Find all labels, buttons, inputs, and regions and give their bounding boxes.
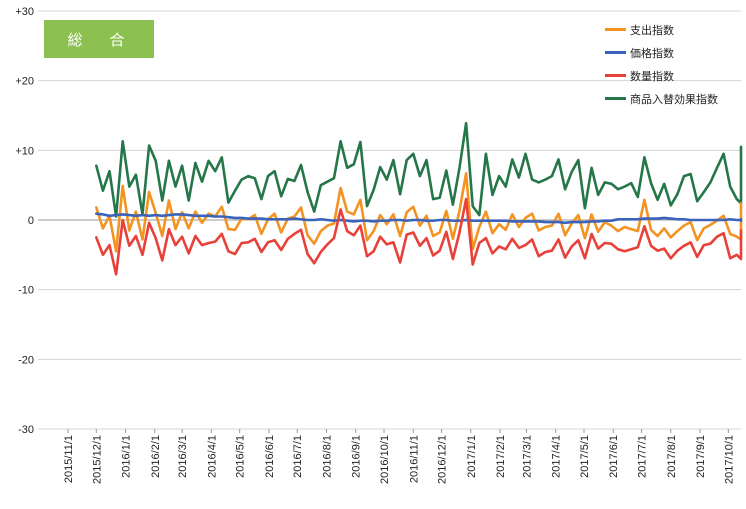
x-tick-label: 2016/3/1: [177, 435, 189, 478]
x-tick-label: 2017/4/1: [551, 435, 563, 478]
x-tick-label: 2016/8/1: [321, 435, 333, 478]
legend-item-spending: 支出指数: [605, 18, 718, 41]
series-line-0: [95, 121, 743, 218]
x-tick-label: 2016/10/1: [379, 435, 391, 484]
legend-swatch: [605, 51, 626, 54]
x-tick-label: 2017/9/1: [695, 435, 707, 478]
x-tick-label: 2016/7/1: [292, 435, 304, 478]
series-line-2: [95, 212, 743, 225]
x-tick-label: 2016/1/1: [121, 435, 133, 478]
x-tick-label: 2016/4/1: [206, 435, 218, 478]
legend-label: 価格指数: [630, 47, 674, 60]
x-tick-label: 2016/11/1: [408, 435, 420, 483]
series-line-1: [95, 172, 743, 253]
legend-swatch: [605, 28, 626, 31]
y-axis: +30 +20 +10 0 -10 -20 -30: [15, 6, 34, 436]
x-tick-label: 2016/6/1: [264, 435, 276, 478]
x-tick-label: 2017/10/1: [723, 435, 735, 484]
x-tick-label: 2016/2/1: [150, 435, 162, 478]
legend-label: 数量指数: [630, 70, 674, 83]
x-tick-label: 2017/3/1: [521, 435, 533, 478]
y-tick-label: -10: [18, 285, 34, 297]
series-lines: [95, 121, 743, 276]
x-tick-label: 2016/9/1: [351, 435, 363, 478]
y-tick-label: 0: [28, 215, 34, 227]
y-tick-label: -30: [18, 424, 34, 436]
legend-label: 支出指数: [630, 24, 674, 37]
legend: 支出指数 価格指数 数量指数 商品入替効果指数: [605, 18, 718, 110]
x-tick-label: 2015/12/1: [91, 435, 103, 484]
legend-swatch: [605, 97, 626, 100]
series-line-3: [95, 197, 743, 276]
x-tick-label: 2017/2/1: [495, 435, 507, 478]
x-axis: 2015/11/1 2015/12/1 2016/1/1 2016/2/1 2016/3…: [63, 429, 735, 484]
x-tick-label: 2016/12/1: [437, 435, 449, 484]
x-tick-label: 2016/5/1: [235, 435, 247, 478]
legend-item-price: 価格指数: [605, 41, 718, 64]
legend-label: 商品入替効果指数: [630, 93, 718, 106]
x-tick-label: 2017/6/1: [608, 435, 620, 478]
legend-swatch: [605, 74, 626, 77]
legend-item-quantity: 数量指数: [605, 64, 718, 87]
x-tick-label: 2015/11/1: [63, 435, 75, 483]
category-badge: 総 合: [44, 20, 154, 58]
y-tick-label: +20: [15, 76, 34, 88]
x-tick-label: 2017/8/1: [666, 435, 678, 478]
y-tick-label: +30: [15, 6, 34, 18]
y-tick-label: -20: [18, 354, 34, 366]
y-tick-label: +10: [15, 145, 34, 157]
x-tick-label: 2017/1/1: [466, 435, 478, 478]
legend-item-replacement: 商品入替効果指数: [605, 87, 718, 110]
x-tick-label: 2017/7/1: [637, 435, 649, 478]
x-tick-label: 2017/5/1: [579, 435, 591, 478]
